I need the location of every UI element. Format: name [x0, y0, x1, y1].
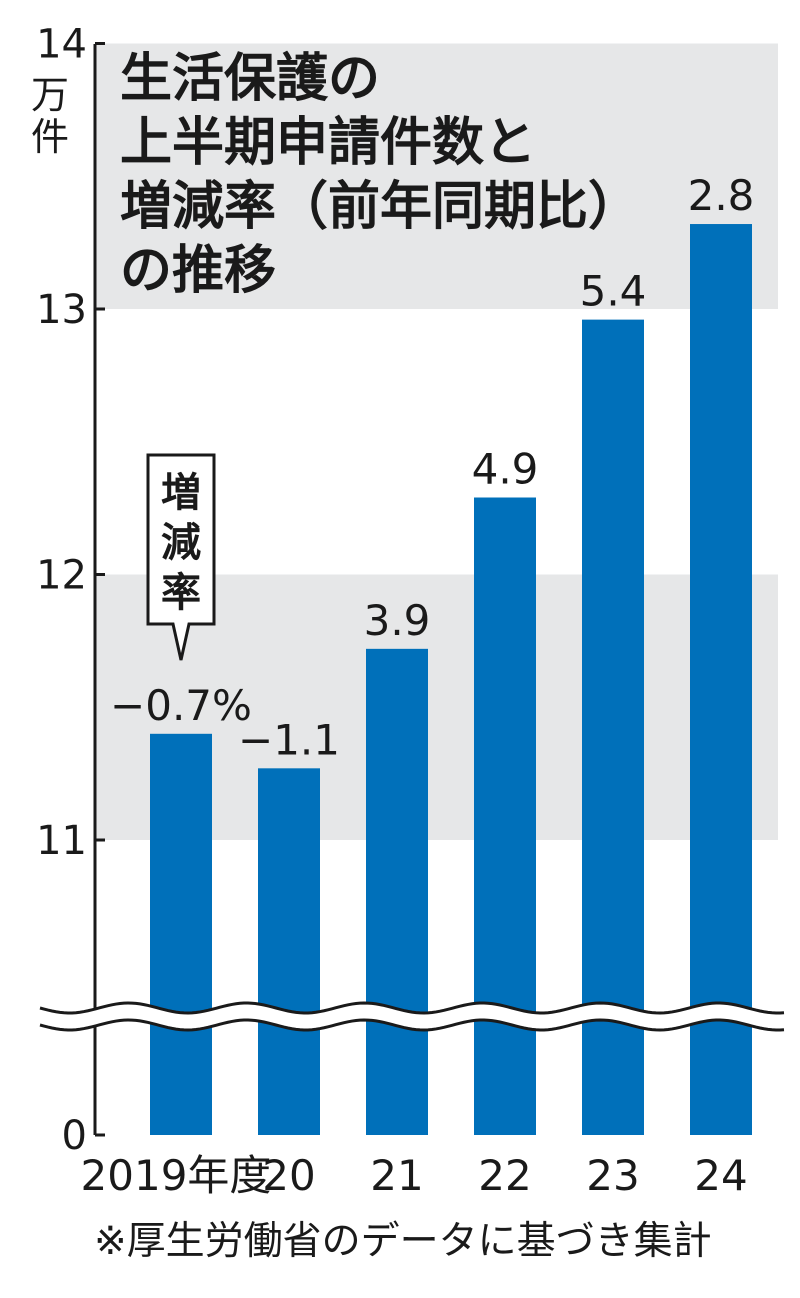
callout-char-1: 増	[161, 470, 201, 516]
x-tick-label: 2019年度	[81, 1151, 272, 1200]
y-axis: 0 11 12 13 14	[36, 22, 105, 1159]
y-tick-label: 0	[62, 1113, 87, 1159]
source-note: ※厚生労働省のデータに基づき集計	[94, 1219, 712, 1264]
data-label: −1.1	[238, 715, 340, 764]
bar	[474, 497, 536, 1135]
chart-title: 生活保護の 上半期申請件数と 増減率（前年同期比） の推移	[120, 49, 640, 301]
title-line-4: の推移	[120, 241, 276, 301]
unit-line-2: 件	[31, 115, 69, 159]
y-tick-label: 14	[36, 22, 87, 68]
y-tick-label: 13	[36, 287, 87, 333]
bar	[366, 648, 428, 1135]
axis-break-gap	[40, 1003, 785, 1030]
x-tick-label: 24	[694, 1151, 747, 1200]
callout-box	[146, 453, 216, 661]
x-tick-label: 22	[478, 1151, 531, 1200]
x-tick-label: 23	[586, 1151, 639, 1200]
data-label: 5.4	[580, 267, 647, 316]
title-line-3: 増減率（前年同期比）	[120, 177, 640, 237]
callout: 増 減 率	[146, 453, 216, 661]
bar	[258, 768, 320, 1135]
data-label: −0.7%	[110, 681, 252, 730]
bar	[582, 319, 644, 1135]
bar	[150, 733, 212, 1135]
callout-char-2: 減	[161, 520, 201, 566]
x-tick-label: 21	[370, 1151, 423, 1200]
data-label: 3.9	[364, 596, 431, 645]
axis-break-line	[39, 1018, 785, 1032]
y-tick-label: 12	[36, 553, 87, 599]
y-tick-label: 11	[36, 818, 87, 864]
unit-label: 万 件	[31, 73, 69, 159]
x-tick-label: 20	[262, 1151, 315, 1200]
title-line-2: 上半期申請件数と	[120, 113, 536, 173]
bars-group	[150, 224, 752, 1136]
background-band	[95, 43, 778, 309]
data-label: 4.9	[472, 445, 539, 494]
axis-break-line	[39, 1001, 785, 1015]
axis-break	[39, 1001, 785, 1032]
callout-char-3: 率	[161, 570, 201, 616]
unit-line-1: 万	[31, 73, 69, 117]
title-line-1: 生活保護の	[120, 49, 380, 109]
bar	[690, 224, 752, 1136]
value-labels: −0.7%−1.1 3.9 4.9 5.4 2.8	[110, 171, 754, 764]
data-label: 2.8	[688, 171, 755, 220]
